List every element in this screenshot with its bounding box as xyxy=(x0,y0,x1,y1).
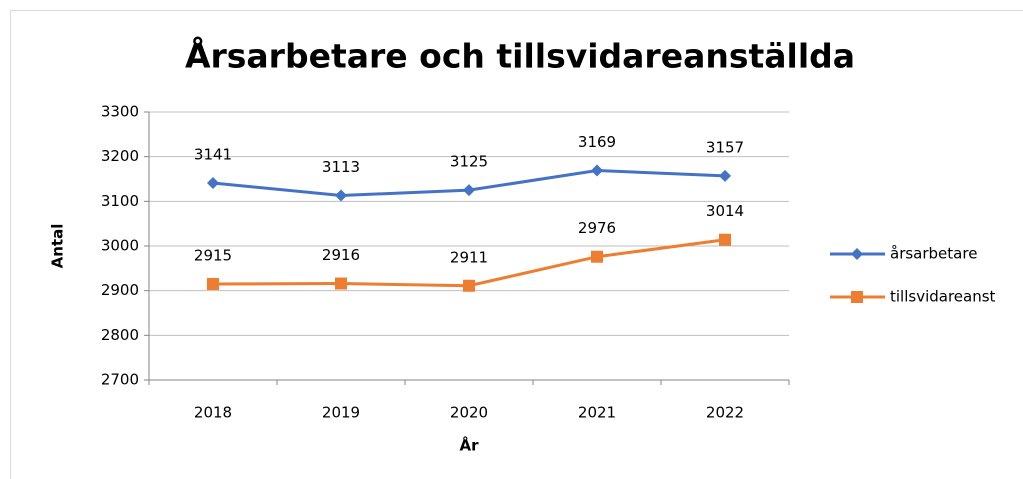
x-axis-label: År xyxy=(459,436,479,455)
data-label: 3157 xyxy=(706,138,744,156)
point xyxy=(591,250,603,263)
point xyxy=(335,277,347,290)
x-tick-label: 2021 xyxy=(578,404,616,422)
legend-label: tillsvidareanst xyxy=(890,288,996,306)
x-tick-label: 2019 xyxy=(322,404,360,422)
y-tick-label: 2700 xyxy=(101,371,139,389)
y-tick-label: 3200 xyxy=(101,147,139,165)
point xyxy=(719,233,731,246)
legend-marker xyxy=(851,248,863,260)
data-label: 2915 xyxy=(194,246,232,264)
data-label: 3113 xyxy=(322,158,360,176)
data-label: 2916 xyxy=(322,246,360,264)
x-tick-label: 2020 xyxy=(450,404,488,422)
data-label: 2976 xyxy=(578,219,616,237)
y-axis-label: Antal xyxy=(49,224,67,269)
point xyxy=(719,169,731,182)
chart-border xyxy=(10,10,1023,479)
point xyxy=(207,177,219,190)
data-label: 3014 xyxy=(706,202,744,220)
point xyxy=(335,189,347,202)
point xyxy=(591,164,603,177)
x-tick-label: 2022 xyxy=(706,404,744,422)
data-label: 3125 xyxy=(450,153,488,171)
y-tick-label: 3300 xyxy=(101,103,139,121)
y-tick-label: 3000 xyxy=(101,237,139,255)
y-tick-label: 3100 xyxy=(101,192,139,210)
x-tick-label: 2018 xyxy=(194,404,232,422)
y-tick-label: 2900 xyxy=(101,281,139,299)
data-label: 2911 xyxy=(450,248,488,266)
point xyxy=(207,277,219,290)
point xyxy=(463,184,475,197)
legend-marker xyxy=(851,291,863,303)
legend-label: årsarbetare xyxy=(890,245,977,263)
y-tick-label: 2800 xyxy=(101,326,139,344)
data-label: 3169 xyxy=(578,133,616,151)
point xyxy=(463,279,475,292)
data-label: 3141 xyxy=(194,146,232,164)
chart-title: Årsarbetare och tillsvidareanställda xyxy=(185,36,855,76)
